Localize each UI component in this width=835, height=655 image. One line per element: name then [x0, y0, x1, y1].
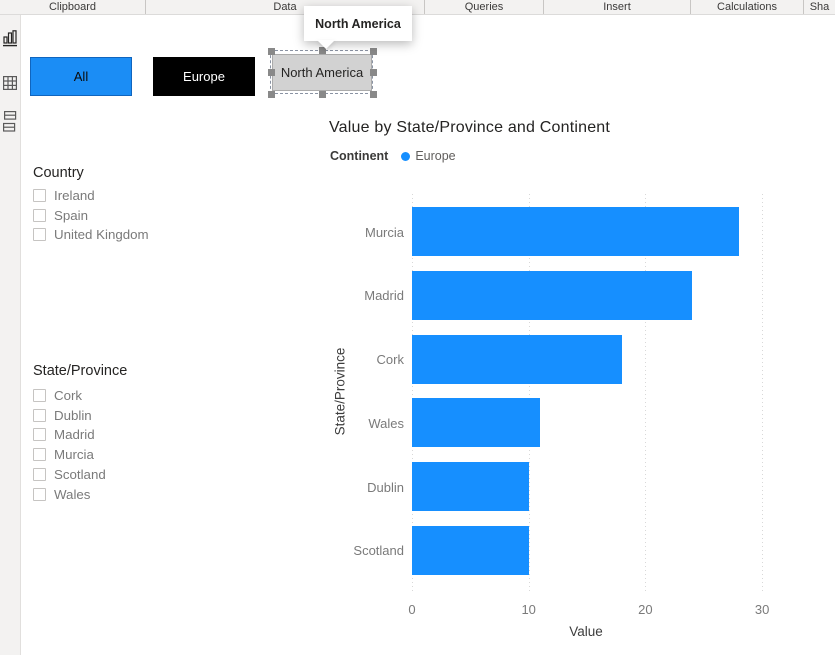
x-axis-tick-label: 0	[408, 602, 416, 617]
checkbox-label: Dublin	[54, 407, 92, 423]
selection-handle[interactable]	[370, 91, 377, 98]
ribbon: Clipboard Data Queries Insert Calculations Sh…	[0, 0, 835, 15]
tooltip: North America	[304, 6, 412, 41]
legend-dot-icon	[401, 151, 411, 161]
checkbox-label: Spain	[54, 207, 89, 223]
bar-wales[interactable]	[412, 398, 541, 448]
checkbox-label: Ireland	[54, 188, 95, 203]
selection-handle[interactable]	[319, 91, 326, 98]
slicer-button-all[interactable]: All	[30, 57, 132, 96]
checkbox-label: Wales	[54, 486, 91, 502]
slicer-title-country: Country	[33, 165, 84, 181]
gridline	[412, 194, 413, 591]
y-axis-category-label: Cork	[376, 352, 404, 367]
y-axis-category-label: Wales	[368, 415, 404, 431]
chart-legend: Continent Europe	[330, 149, 456, 163]
ribbon-group-queries[interactable]: Queries	[425, 0, 544, 14]
slicer-item-murcia[interactable]: Murcia	[33, 446, 94, 463]
checkbox-icon[interactable]	[33, 467, 46, 481]
slicer-item-dublin[interactable]: Dublin	[33, 407, 92, 424]
x-axis-tick-label: 30	[754, 602, 770, 617]
slicer-item-united-kingdom[interactable]: United Kingdom	[33, 226, 149, 243]
checkbox-icon[interactable]	[33, 487, 46, 501]
y-axis-category-label: Dublin	[367, 479, 404, 495]
slicer-title-state-province: State/Province	[33, 363, 128, 379]
data-view-icon[interactable]	[3, 76, 18, 91]
checkbox-label: Scotland	[54, 466, 106, 482]
checkbox-icon[interactable]	[33, 208, 46, 222]
checkbox-icon[interactable]	[33, 428, 46, 442]
slicer-item-madrid[interactable]: Madrid	[33, 426, 95, 443]
checkbox-label: Cork	[54, 388, 83, 403]
bar-cork[interactable]	[412, 334, 623, 384]
model-view-icon[interactable]	[3, 111, 18, 133]
bar-scotland[interactable]	[412, 525, 529, 575]
legend-title: Continent	[330, 149, 389, 163]
checkbox-icon[interactable]	[33, 408, 46, 422]
slicer-item-cork[interactable]: Cork	[33, 387, 82, 404]
ribbon-group-insert[interactable]: Insert	[544, 0, 691, 14]
x-axis-tick-label: 10	[521, 602, 536, 617]
y-axis-category-label: Scotland	[353, 543, 404, 559]
ribbon-group-sha[interactable]: Sha	[809, 1, 830, 13]
selection-handle[interactable]	[268, 91, 275, 98]
y-axis-category-label: Murcia	[364, 224, 404, 240]
gridline	[645, 194, 647, 591]
x-axis-title: Value	[569, 624, 603, 639]
slicer-item-scotland[interactable]: Scotland	[33, 466, 106, 483]
report-view-icon[interactable]	[3, 30, 18, 47]
slicer-button-europe[interactable]: Europe	[153, 57, 255, 96]
slicer-item-spain[interactable]: Spain	[33, 207, 88, 224]
bar-dublin[interactable]	[412, 462, 529, 511]
slicer-item-ireland[interactable]: Ireland	[33, 187, 95, 204]
ribbon-group-calculations[interactable]: Calculations	[691, 0, 804, 14]
slicer-item-wales[interactable]: Wales	[33, 486, 90, 503]
y-axis-category-label: Madrid	[364, 288, 404, 304]
gridline	[762, 194, 764, 591]
checkbox-icon[interactable]	[33, 189, 46, 202]
bar-madrid[interactable]	[412, 270, 693, 320]
chart-title: Value by State/Province and Continent	[329, 119, 611, 136]
bar-murcia[interactable]	[412, 207, 739, 256]
checkbox-icon[interactable]	[33, 448, 46, 462]
checkbox-icon[interactable]	[33, 228, 46, 242]
x-axis-tick-label: 20	[638, 602, 653, 617]
slicer-button-north-america[interactable]: North America	[272, 54, 372, 91]
ribbon-group-data[interactable]: Data	[146, 0, 425, 14]
legend-entry[interactable]: Europe	[415, 149, 456, 163]
checkbox-label: United Kingdom	[54, 227, 149, 243]
gridline	[528, 194, 530, 591]
checkbox-icon[interactable]	[33, 389, 46, 402]
checkbox-label: Madrid	[54, 427, 95, 443]
ribbon-group-clipboard[interactable]: Clipboard	[0, 0, 146, 14]
tooltip-arrow	[317, 40, 335, 49]
checkbox-label: Murcia	[54, 447, 94, 463]
view-sidebar	[0, 15, 21, 655]
